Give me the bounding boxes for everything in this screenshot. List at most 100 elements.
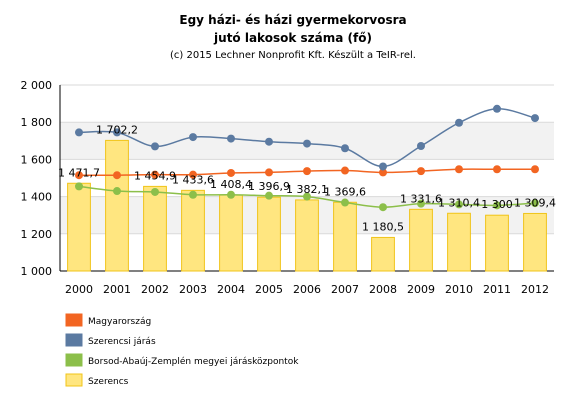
series-point-1-2005 (265, 137, 273, 146)
data-label-2004: 1 408,4 (210, 178, 252, 191)
data-label-2001: 1 702,2 (96, 123, 138, 136)
series-point-2-2003 (189, 190, 197, 199)
plot-area: 1 000 1 200 1 400 1 600 1 800 2 000 2000 2001 20… (21, 79, 557, 296)
y-tick-label: 1 000 (21, 265, 53, 278)
series-point-0-2006 (303, 167, 311, 176)
data-label-2007: 1 369,6 (324, 185, 366, 198)
x-tick-label: 2000 (65, 283, 93, 296)
bar-szerencs-2007 (333, 201, 357, 272)
bar-szerencs-2003 (181, 189, 205, 272)
legend-swatch-3 (65, 373, 83, 387)
chart-subtitle: (c) 2015 Lechner Nonprofit Kft. Készült … (170, 49, 416, 61)
legend-label-1: Szerencsi járás (88, 337, 156, 347)
y-tick-label: 1 800 (21, 116, 53, 129)
y-tick-label: 1 600 (21, 153, 53, 166)
data-label-2000: 1 471,7 (58, 166, 100, 179)
series-point-0-2010 (455, 165, 463, 174)
series-point-1-2006 (303, 139, 311, 148)
series-point-2-2008 (379, 203, 387, 212)
x-tick-label: 2007 (331, 283, 359, 296)
bar-szerencs-2012 (523, 212, 547, 272)
series-point-2-2002 (151, 187, 159, 196)
legend-label-2: Borsod-Abaúj-Zemplén megyei járásközpont… (88, 356, 299, 367)
grid-band (60, 85, 554, 123)
bar-szerencs-2002 (143, 185, 167, 272)
series-point-0-2008 (379, 168, 387, 177)
legend: Magyarország Szerencsi járás Borsod-Abaúj-… (65, 313, 299, 387)
x-tick-label: 2001 (103, 283, 131, 296)
series-point-1-2004 (227, 134, 235, 143)
series-point-1-2008 (379, 162, 387, 171)
series-point-2-2006 (303, 192, 311, 201)
x-tick-label: 2010 (445, 283, 473, 296)
x-tick-label: 2005 (255, 283, 283, 296)
bar-szerencs-2006 (295, 199, 319, 272)
series-point-1-2000 (75, 128, 83, 137)
series-point-2-2007 (341, 198, 349, 207)
x-tick-label: 2009 (407, 283, 435, 296)
series-point-0-2005 (265, 168, 273, 177)
bar-szerencs-2005 (257, 196, 281, 272)
series-point-0-2004 (227, 168, 235, 177)
series-point-0-2002 (151, 170, 159, 179)
series-point-0-2009 (417, 167, 425, 176)
series-point-1-2012 (531, 114, 539, 123)
bar-szerencs-2000 (67, 182, 91, 272)
bar-szerencs-2010 (447, 212, 471, 272)
series-point-2-2001 (113, 187, 121, 196)
x-tick-label: 2008 (369, 283, 397, 296)
data-label-2006: 1 382,1 (286, 183, 328, 196)
series-point-2-2004 (227, 190, 235, 199)
bar-szerencs-2011 (485, 214, 509, 272)
y-tick-label: 1 400 (21, 191, 53, 204)
bar-szerencs-2001 (105, 139, 129, 272)
x-tick-label: 2004 (217, 283, 245, 296)
grid-band (60, 159, 554, 197)
series-point-0-2003 (189, 170, 197, 179)
series-point-1-2011 (493, 104, 501, 113)
series-point-2-2012 (531, 199, 539, 208)
series-point-1-2001 (113, 128, 121, 137)
series-point-1-2002 (151, 142, 159, 151)
series-point-2-2000 (75, 182, 83, 191)
series-point-1-2003 (189, 133, 197, 142)
data-label-2012: 1 309,4 (514, 196, 556, 209)
data-label-2010: 1 310,4 (438, 196, 480, 209)
data-label-2005: 1 396,9 (248, 180, 290, 193)
x-tick-label: 2012 (521, 283, 549, 296)
y-tick-label: 1 200 (21, 228, 53, 241)
series-point-0-2001 (113, 171, 121, 180)
legend-swatch-2 (65, 353, 83, 367)
data-label-2003: 1 433,6 (172, 173, 214, 186)
x-tick-label: 2003 (179, 283, 207, 296)
data-label-2009: 1 331,6 (400, 192, 442, 205)
data-label-2008: 1 180,5 (362, 220, 404, 233)
series-point-2-2005 (265, 191, 273, 200)
x-tick-label: 2011 (483, 283, 511, 296)
chart-title-line1: Egy házi- és házi gyermekorvosra (179, 13, 406, 27)
x-tick-label: 2002 (141, 283, 169, 296)
bar-szerencs-2004 (219, 194, 243, 272)
series-point-2-2011 (493, 201, 501, 210)
bar-szerencs-2009 (409, 208, 433, 272)
data-label-2011: 1 300 (481, 198, 513, 211)
data-label-2002: 1 454,9 (134, 169, 176, 182)
series-point-0-2000 (75, 171, 83, 180)
legend-swatch-0 (65, 313, 83, 327)
series-point-1-2007 (341, 144, 349, 153)
legend-label-3: Szerencs (88, 377, 129, 387)
legend-swatch-1 (65, 333, 83, 347)
bar-szerencs-2008 (371, 236, 395, 272)
legend-label-0: Magyarország (88, 317, 151, 327)
series-point-2-2009 (417, 199, 425, 208)
series-point-0-2007 (341, 166, 349, 175)
series-point-0-2011 (493, 165, 501, 174)
y-tick-label: 2 000 (21, 79, 53, 92)
series-point-0-2012 (531, 165, 539, 174)
series-point-1-2009 (417, 142, 425, 151)
x-tick-label: 2006 (293, 283, 321, 296)
chart-title-line2: jutó lakosok száma (fő) (213, 31, 372, 45)
series-point-1-2010 (455, 118, 463, 127)
